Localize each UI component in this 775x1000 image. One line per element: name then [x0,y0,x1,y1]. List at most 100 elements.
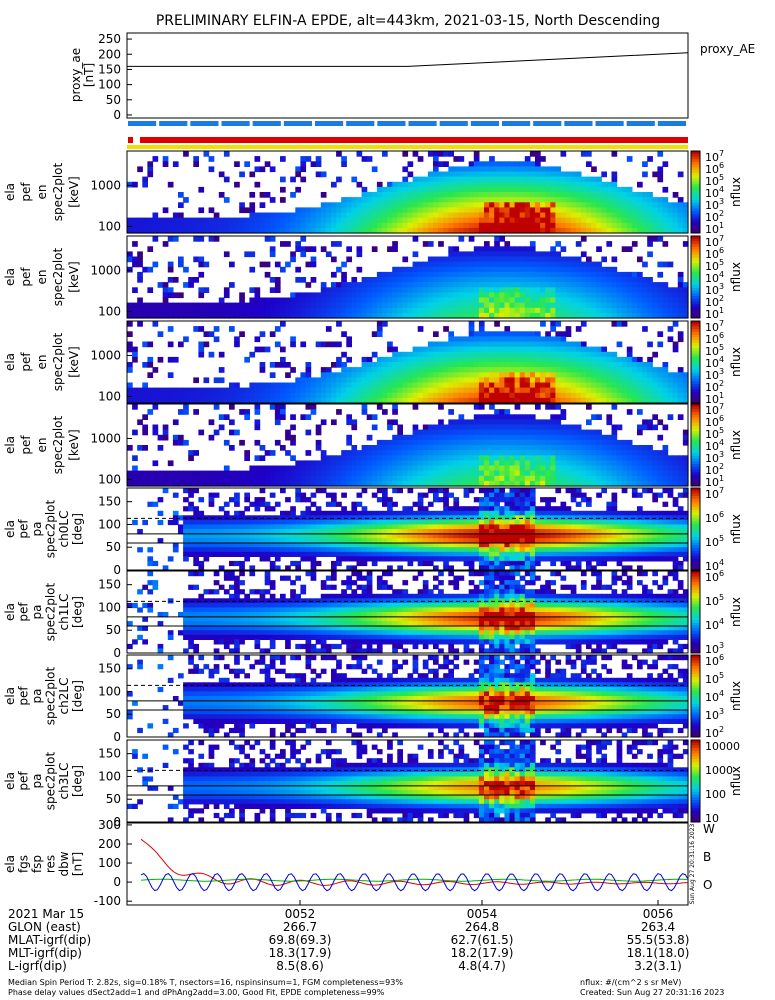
heatmap-cell [366,197,373,203]
heatmap-cell [402,227,409,234]
heatmap-cell [315,387,322,394]
heatmap-cell [458,227,465,234]
heatmap-cell [438,202,444,208]
colorbar-step [691,425,700,430]
heatmap-cell [438,429,444,436]
heatmap-cell [519,176,526,183]
colorbar-step [691,285,700,289]
heatmap-cell [545,202,551,208]
heatmap-cell [550,480,556,487]
heatmap-cell [509,341,516,348]
heatmap-cell [550,372,556,378]
heatmap-cell [387,419,393,426]
heatmap-cell [387,212,393,219]
heatmap-cell [178,392,184,399]
heatmap-cell [591,429,597,436]
heatmap-cell [422,197,429,203]
heatmap-cell [371,367,378,373]
heatmap-cell [417,186,424,193]
heatmap-cell [509,429,516,436]
heatmap-cell [586,312,592,319]
heatmap-cell [234,515,240,521]
heatmap-cell [677,292,684,299]
heatmap-cell [448,356,454,363]
y-tick-label: 100 [98,78,121,92]
heatmap-cell [152,387,159,394]
heatmap-cell [494,439,500,446]
heatmap-cell [315,392,322,399]
heatmap-cell [178,292,184,299]
heatmap-cell [642,171,648,178]
heatmap-cell [535,439,541,446]
heatmap-cell [509,282,516,288]
heatmap-cell [580,445,587,451]
heatmap-cell [499,397,505,404]
heatmap-cell [524,287,531,293]
heatmap-cell [458,450,465,456]
heatmap-cell [402,212,409,219]
heatmap-cell [397,282,403,288]
colorbar-step [691,342,700,347]
heatmap-cell [529,197,536,203]
heatmap-cell [417,297,424,304]
heatmap-cell [213,404,220,410]
heatmap-cell [172,392,179,399]
heatmap-cell [269,227,276,234]
heatmap-cell [382,450,388,456]
heatmap-cell [570,277,577,283]
heatmap-cell [453,382,460,389]
heatmap-cell [575,176,582,183]
heatmap-cell [223,538,230,544]
heatmap-cell [183,488,189,494]
heatmap-cell [468,321,475,327]
heatmap-cell [183,524,189,530]
heatmap-cell [458,192,465,198]
heatmap-cell [580,480,587,487]
colorbar-step [691,329,700,333]
heatmap-cell [616,367,623,373]
heatmap-cell [239,475,245,482]
heatmap-cell [305,515,312,521]
heatmap-cell [382,480,388,487]
colorbar-step [691,400,700,404]
heatmap-cell [208,492,215,498]
heatmap-cell [310,302,317,309]
heatmap-cell [647,460,653,467]
heatmap-cell [519,217,526,224]
heatmap-cell [519,282,526,288]
heatmap-cell [392,404,398,410]
heatmap-cell [611,397,618,404]
heatmap-cell [504,307,511,314]
heatmap-cell [473,181,480,188]
heatmap-cell [142,414,148,420]
heatmap-cell [147,387,154,394]
heatmap-cell [662,465,669,472]
heatmap-cell [535,227,541,234]
heatmap-cell [463,227,470,234]
heatmap-cell [545,277,551,283]
heatmap-cell [249,529,256,535]
heatmap-cell [499,256,505,263]
heatmap-cell [611,292,618,299]
plot-frame [126,235,689,319]
heatmap-cell [535,480,541,487]
heatmap-cell [637,227,643,234]
heatmap-cell [310,460,317,467]
heatmap-cell [448,336,454,343]
heatmap-cell [356,302,363,309]
heatmap-cell [494,197,500,203]
heatmap-cell [422,372,429,378]
heatmap-cell [244,312,250,319]
heatmap-cell [606,282,613,288]
heatmap-cell [427,392,434,399]
heatmap-cell [397,271,403,278]
heatmap-cell [300,246,307,252]
heatmap-cell [341,222,347,229]
heatmap-cell [637,197,643,203]
heatmap-cell [315,222,322,229]
heatmap-cell [407,282,414,288]
heatmap-cell [254,404,261,410]
heatmap-cell [331,501,337,507]
heatmap-cell [499,282,505,288]
heatmap-cell [489,277,495,283]
